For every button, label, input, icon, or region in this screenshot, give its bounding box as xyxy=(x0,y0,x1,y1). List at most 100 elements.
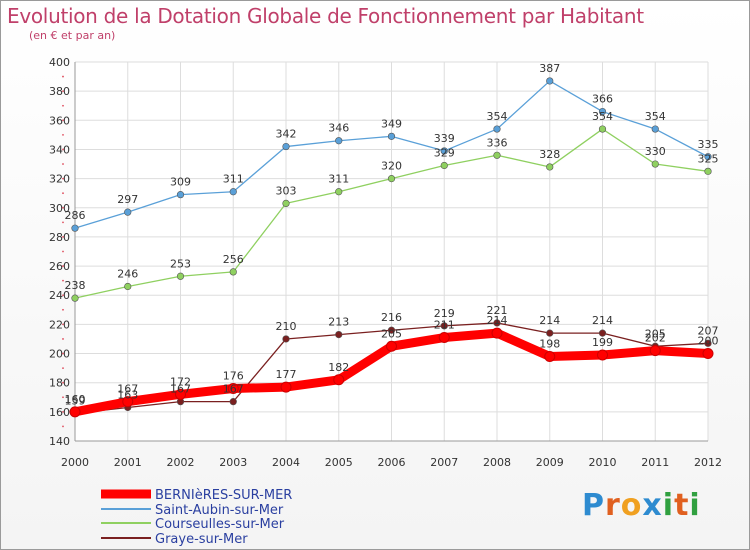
y-tick-label: 380 xyxy=(49,85,70,98)
data-point xyxy=(387,132,396,140)
axis-minor-tick xyxy=(62,236,64,238)
x-tick-label: 2001 xyxy=(114,456,142,469)
data-label: 354 xyxy=(592,110,613,123)
data-point xyxy=(335,137,343,145)
axis-minor-tick xyxy=(62,119,64,122)
data-label: 366 xyxy=(592,93,613,106)
axis-minor-tick xyxy=(62,192,64,195)
legend-label: Courseulles-sur-Mer xyxy=(155,517,285,532)
data-label: 311 xyxy=(328,173,349,186)
data-label: 342 xyxy=(276,128,297,141)
data-label: 309 xyxy=(170,176,191,189)
data-label: 214 xyxy=(592,314,613,327)
data-point xyxy=(71,294,79,302)
data-label: 160 xyxy=(65,393,86,406)
data-point xyxy=(598,107,607,116)
data-label: 325 xyxy=(698,152,719,165)
data-label: 328 xyxy=(539,148,560,161)
legend-label: Saint-Aubin-sur-Mer xyxy=(155,503,284,518)
data-point xyxy=(387,326,396,334)
axis-minor-tick xyxy=(62,410,64,413)
logo-letter: t xyxy=(674,488,690,523)
data-label: 346 xyxy=(328,122,349,135)
data-label: 172 xyxy=(170,375,191,388)
data-point xyxy=(493,125,501,133)
data-label: 213 xyxy=(328,316,349,329)
logo-letter: i xyxy=(662,488,675,523)
y-tick-label: 140 xyxy=(49,435,70,448)
data-point xyxy=(229,268,237,276)
data-label: 246 xyxy=(117,267,138,280)
data-point xyxy=(176,191,185,199)
axis-minor-tick xyxy=(62,279,64,282)
x-tick-label: 2010 xyxy=(589,456,617,469)
y-tick-label: 320 xyxy=(49,173,70,186)
data-point xyxy=(333,374,345,386)
x-tick-label: 2002 xyxy=(167,456,195,469)
axis-minor-tick xyxy=(62,148,64,151)
axis-minor-tick xyxy=(62,221,64,224)
axis-minor-tick xyxy=(62,381,64,384)
legend-label: Graye-sur-Mer xyxy=(155,532,248,547)
axis-minor-tick xyxy=(62,177,64,180)
data-point xyxy=(546,77,554,85)
data-label: 202 xyxy=(645,332,666,345)
data-label: 303 xyxy=(276,184,297,197)
data-point xyxy=(122,396,134,408)
data-label: 214 xyxy=(487,314,508,327)
data-label: 182 xyxy=(328,361,349,374)
data-label: 199 xyxy=(592,336,613,349)
y-tick-label: 260 xyxy=(49,260,70,273)
axis-minor-tick xyxy=(62,265,64,267)
data-point xyxy=(546,163,554,171)
chart-subtitle: (en € et par an) xyxy=(29,29,116,42)
data-label: 205 xyxy=(645,327,666,340)
proxiti-logo: Proxiti xyxy=(582,488,701,523)
x-tick-label: 2004 xyxy=(272,456,300,469)
data-point xyxy=(493,151,501,159)
axis-minor-tick xyxy=(62,163,64,165)
data-label: 349 xyxy=(381,117,402,130)
data-point xyxy=(69,406,81,418)
data-point xyxy=(229,188,237,196)
data-point xyxy=(386,340,397,352)
axis-minor-tick xyxy=(62,425,64,428)
logo-letter: x xyxy=(642,488,663,523)
data-label: 330 xyxy=(645,145,666,158)
data-point xyxy=(335,330,343,339)
data-point xyxy=(598,329,607,337)
y-tick-label: 240 xyxy=(49,289,70,302)
data-label: 354 xyxy=(487,110,508,123)
data-point xyxy=(597,349,608,361)
data-label: 297 xyxy=(117,193,138,206)
data-point xyxy=(440,147,448,155)
data-point xyxy=(229,398,237,406)
x-tick-label: 2008 xyxy=(483,456,511,469)
data-label: 214 xyxy=(539,314,560,327)
data-label: 339 xyxy=(434,132,455,145)
x-tick-label: 2012 xyxy=(694,456,722,469)
data-label: 336 xyxy=(487,136,508,149)
data-label: 159 xyxy=(65,394,86,407)
data-point xyxy=(544,350,556,362)
data-label: 320 xyxy=(381,160,402,173)
data-label: 167 xyxy=(117,383,138,396)
axis-minor-tick xyxy=(62,90,64,93)
axis-minor-tick xyxy=(62,352,64,355)
data-point xyxy=(651,160,659,168)
x-tick-label: 2006 xyxy=(378,456,406,469)
axis-minor-tick xyxy=(62,323,64,326)
data-label: 167 xyxy=(170,383,191,396)
data-point xyxy=(649,345,661,357)
data-label: 335 xyxy=(698,138,719,151)
data-label: 238 xyxy=(65,279,86,292)
logo-letter: i xyxy=(689,488,701,523)
data-point xyxy=(280,381,292,393)
data-point xyxy=(335,188,343,196)
x-tick-label: 2000 xyxy=(61,456,89,469)
logo-letter: P xyxy=(582,488,605,523)
x-tick-label: 2011 xyxy=(641,456,669,469)
legend-label: BERNIèRES-SUR-MER xyxy=(155,488,292,503)
y-tick-label: 200 xyxy=(49,348,70,361)
